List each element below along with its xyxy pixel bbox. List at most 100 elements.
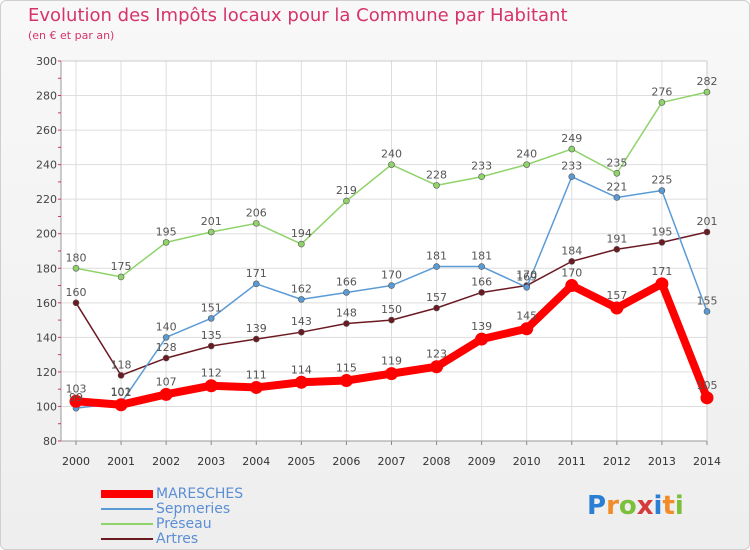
x-tick-label: 2014 <box>693 455 721 468</box>
legend-swatch <box>101 538 153 540</box>
data-point-maresches <box>294 375 308 389</box>
data-label-pr-seau: 194 <box>291 227 312 240</box>
data-point-pr-seau <box>613 169 621 177</box>
data-label-artres: 170 <box>516 269 537 282</box>
data-label-sepmeries: 181 <box>471 250 492 263</box>
data-label-artres: 148 <box>336 307 357 320</box>
data-label-maresches: 139 <box>471 320 492 333</box>
data-point-artres <box>252 335 260 343</box>
data-point-pr-seau <box>72 264 80 272</box>
data-point-artres <box>658 239 666 246</box>
data-point-pr-seau <box>568 145 576 153</box>
x-tick-label: 2002 <box>152 455 180 468</box>
x-tick-label: 2007 <box>377 455 405 468</box>
data-point-sepmeries <box>433 263 440 270</box>
data-label-maresches: 119 <box>381 355 402 368</box>
y-tick-label: 180 <box>36 262 57 275</box>
data-point-maresches <box>249 380 263 394</box>
data-label-maresches: 107 <box>156 375 177 388</box>
x-tick-label: 2001 <box>107 455 135 468</box>
data-label-pr-seau: 175 <box>111 260 132 273</box>
data-label-sepmeries: 155 <box>696 294 717 307</box>
data-point-pr-seau <box>343 197 350 205</box>
data-label-artres: 191 <box>606 232 627 245</box>
logo-letter: r <box>606 491 619 521</box>
x-tick-label: 2004 <box>242 455 270 468</box>
data-label-sepmeries: 225 <box>651 174 672 187</box>
data-label-sepmeries: 151 <box>201 301 222 314</box>
data-point-maresches <box>114 398 128 412</box>
data-label-sepmeries: 233 <box>561 160 582 173</box>
data-point-artres <box>388 316 395 324</box>
data-point-maresches <box>339 374 353 388</box>
logo-letter: x <box>636 491 654 521</box>
data-point-maresches <box>384 367 398 381</box>
logo-letter: o <box>618 491 637 521</box>
data-label-pr-seau: 233 <box>471 160 492 173</box>
data-label-sepmeries: 170 <box>381 269 402 282</box>
x-tick-label: 2000 <box>62 455 90 468</box>
data-point-artres <box>207 342 215 350</box>
data-label-artres: 201 <box>696 215 717 228</box>
legend-label: Préseau <box>156 516 212 532</box>
data-label-maresches: 170 <box>561 267 582 280</box>
data-point-artres <box>162 354 170 362</box>
data-point-sepmeries <box>252 280 260 288</box>
data-label-maresches: 105 <box>696 379 717 392</box>
data-point-sepmeries <box>523 283 531 291</box>
data-point-maresches <box>159 387 173 401</box>
data-label-maresches: 123 <box>426 348 447 361</box>
legend-swatch <box>101 508 153 510</box>
logo-letter: P <box>587 491 607 521</box>
legend-label: Artres <box>156 531 199 547</box>
data-point-sepmeries <box>658 187 666 194</box>
data-label-pr-seau: 240 <box>381 148 402 161</box>
y-tick-label: 100 <box>36 400 57 413</box>
data-label-sepmeries: 171 <box>246 267 267 280</box>
data-label-pr-seau: 219 <box>336 184 357 197</box>
data-label-pr-seau: 195 <box>156 225 177 238</box>
y-tick-label: 300 <box>36 55 57 68</box>
data-label-maresches: 111 <box>246 368 267 381</box>
proxiti-logo: Proxiti <box>587 491 684 521</box>
legend-label: MARESCHES <box>156 486 244 502</box>
series-layer <box>69 88 714 412</box>
data-point-artres <box>433 304 440 312</box>
x-tick-label: 2008 <box>423 455 451 468</box>
data-point-artres <box>343 320 350 327</box>
data-label-artres: 150 <box>381 303 402 316</box>
data-point-maresches <box>610 301 624 315</box>
data-point-sepmeries <box>613 194 621 201</box>
data-label-maresches: 171 <box>651 265 672 278</box>
data-label-artres: 166 <box>471 275 492 288</box>
data-label-sepmeries: 99 <box>69 391 83 404</box>
data-label-maresches: 112 <box>201 367 222 380</box>
data-point-sepmeries <box>388 282 395 289</box>
label-layer: 160 118 128 135 139 143 148 150 157 166 170 184 191 1… <box>66 75 718 404</box>
data-label-sepmeries: 140 <box>156 320 177 333</box>
data-label-artres: 118 <box>111 358 132 371</box>
axis-layer: 80 100 120 140 160 180 200 220 240 260 280 300 2000 2… <box>36 55 721 468</box>
data-label-maresches: 103 <box>66 382 87 395</box>
y-tick-label: 200 <box>36 228 57 241</box>
x-tick-label: 2011 <box>558 455 586 468</box>
data-point-maresches <box>700 391 714 405</box>
y-tick-label: 220 <box>36 193 57 206</box>
data-point-artres <box>298 328 305 336</box>
data-label-pr-seau: 276 <box>651 85 672 98</box>
data-label-artres: 135 <box>201 329 222 342</box>
data-point-sepmeries <box>568 173 576 181</box>
data-point-artres <box>117 372 125 379</box>
data-point-pr-seau <box>117 273 125 281</box>
x-tick-label: 2009 <box>468 455 496 468</box>
data-label-pr-seau: 240 <box>516 148 537 161</box>
data-point-maresches <box>520 322 534 336</box>
y-tick-label: 280 <box>36 90 57 103</box>
data-label-sepmeries: 162 <box>291 282 312 295</box>
data-label-sepmeries: 102 <box>111 386 132 399</box>
data-point-pr-seau <box>388 161 395 168</box>
data-point-artres <box>568 258 576 265</box>
y-tick-label: 120 <box>36 366 57 379</box>
data-point-pr-seau <box>433 182 440 189</box>
